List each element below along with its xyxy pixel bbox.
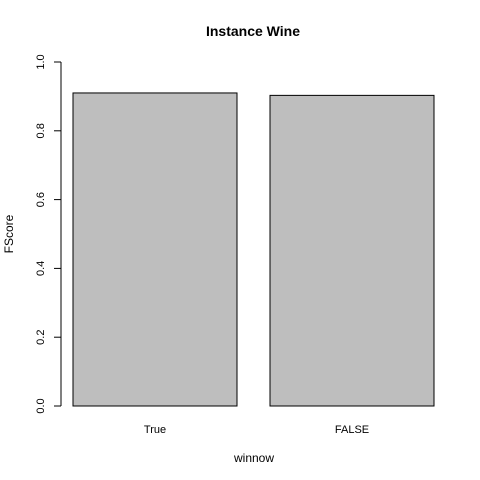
y-tick-label: 0.6 — [35, 192, 47, 207]
x-tick-label: FALSE — [335, 424, 369, 436]
bars — [72, 92, 435, 407]
chart-title: Instance Wine — [206, 23, 300, 39]
bar-false — [269, 94, 435, 407]
y-tick-label: 0.0 — [35, 398, 47, 413]
y-tick-label: 1.0 — [35, 54, 47, 69]
x-axis-label: winnow — [233, 451, 274, 465]
y-tick-label: 0.4 — [35, 261, 47, 276]
bar-true — [72, 92, 238, 407]
y-tick-label: 0.8 — [35, 123, 47, 138]
y-tick-label: 0.2 — [35, 330, 47, 345]
x-tick-label: True — [144, 424, 166, 436]
y-axis: 0.0 0.2 0.4 0.6 0.8 1.0 — [35, 54, 62, 414]
x-tick-labels: True FALSE — [144, 424, 369, 436]
y-axis-label: FScore — [2, 214, 16, 253]
